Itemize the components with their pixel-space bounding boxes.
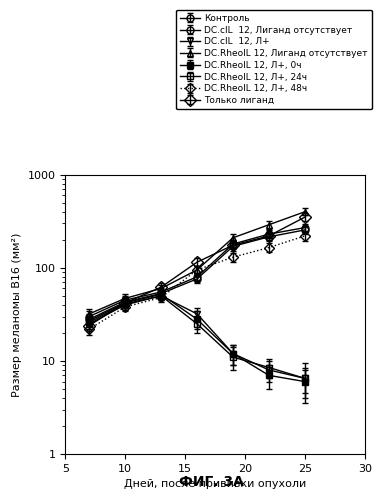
Legend: Контроль, DC.cIL  12, Лиганд отсутствует, DC.cIL  12, Л+, DC.RheoIL 12, Лиганд о: Контроль, DC.cIL 12, Лиганд отсутствует,…	[176, 9, 372, 109]
X-axis label: Дней, после прививки опухоли: Дней, после прививки опухоли	[124, 480, 306, 490]
Y-axis label: Размер меланомы В16 (мм²): Размер меланомы В16 (мм²)	[12, 232, 22, 397]
Text: ФИГ. 3А: ФИГ. 3А	[179, 475, 243, 489]
